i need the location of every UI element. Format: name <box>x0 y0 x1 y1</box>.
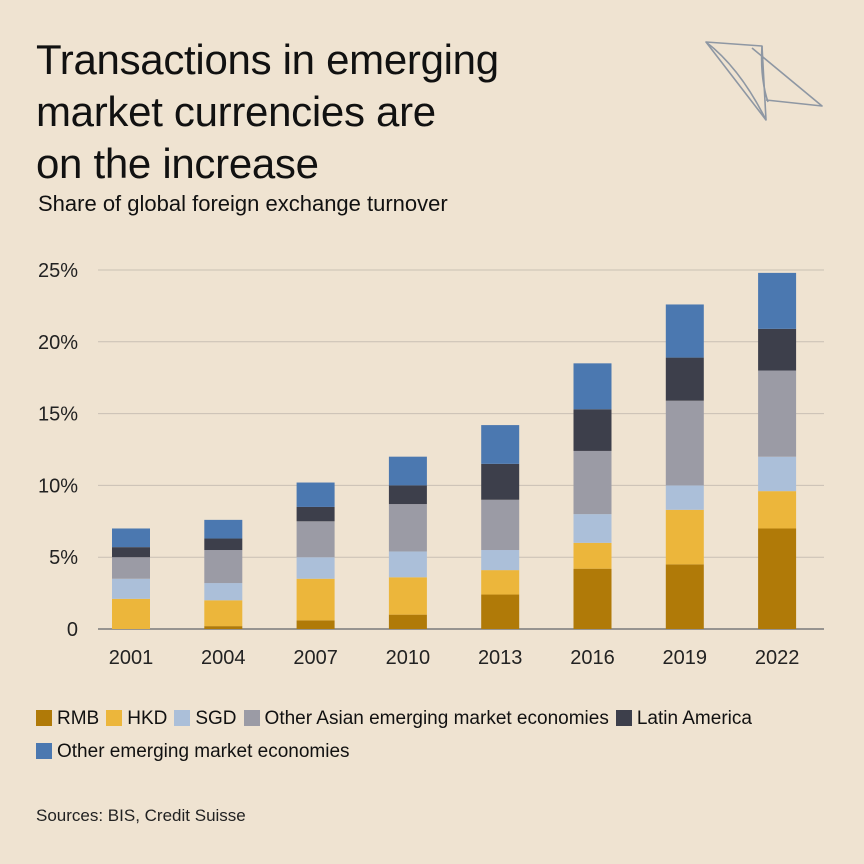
chart-title: Transactions in emerging market currenci… <box>36 34 636 190</box>
bar-segment-rmb <box>388 614 427 629</box>
bar-segment-other-emerging-market-economies <box>112 528 150 548</box>
bar-segment-latin-america <box>481 463 520 500</box>
bar-segment-other-emerging-market-economies <box>481 425 520 464</box>
bar-segment-latin-america <box>388 485 427 505</box>
bar-segment-hkd <box>573 542 612 569</box>
y-tick-label: 10% <box>38 475 78 497</box>
bar-segment-other-asian-emerging-market-economies <box>388 504 427 552</box>
bar-segment-other-asian-emerging-market-economies <box>665 400 704 486</box>
title-line-3: on the increase <box>36 140 319 187</box>
y-tick-label: 5% <box>49 547 78 569</box>
bar-segment-latin-america <box>204 538 243 551</box>
bar-segment-other-emerging-market-economies <box>665 304 704 358</box>
legend-label: Latin America <box>636 708 752 729</box>
x-tick-label: 2016 <box>570 647 615 669</box>
y-tick-label: 25% <box>38 260 78 282</box>
legend-item: Other Asian emerging market economies <box>243 702 609 735</box>
bar-segment-other-emerging-market-economies <box>758 272 797 329</box>
legend-swatch <box>615 710 632 726</box>
x-tick-label: 2022 <box>755 647 800 669</box>
bar-segment-sgd <box>665 485 704 510</box>
x-tick-label: 2004 <box>201 647 246 669</box>
legend: RMB HKD SGD Other Asian emerging market eco… <box>36 702 836 768</box>
x-tick-label: 2001 <box>109 647 154 669</box>
stacked-bar-chart: 0 5% 10% 15% 20% 25% 2001 2004 2007 2010 2013 2016 2… <box>38 260 824 669</box>
legend-label: RMB <box>57 708 100 729</box>
bar-segment-latin-america <box>296 506 335 522</box>
source-note: Sources: BIS, Credit Suisse <box>36 806 246 825</box>
bar-segment-sgd <box>112 578 150 599</box>
x-tick-label: 2019 <box>663 647 708 669</box>
legend-item: Other emerging market economies <box>36 735 350 768</box>
legend-swatch <box>36 743 52 759</box>
bar-segment-latin-america <box>665 357 704 401</box>
legend-item: SGD <box>174 702 237 735</box>
bar-segment-rmb <box>758 528 797 629</box>
title-line-1: Transactions in emerging <box>36 36 499 83</box>
bar-segment-other-asian-emerging-market-economies <box>204 550 243 584</box>
x-tick-label: 2007 <box>293 647 338 669</box>
y-tick-label: 15% <box>38 404 78 426</box>
bar-segment-hkd <box>112 598 150 629</box>
chart-subtitle: Share of global foreign exchange turnove… <box>38 191 448 216</box>
bar-segment-hkd <box>296 578 335 621</box>
x-tick-label: 2013 <box>478 647 523 669</box>
bar-segment-sgd <box>481 550 520 571</box>
bar-segment-rmb <box>481 594 520 629</box>
bar-segment-sgd <box>296 557 335 579</box>
legend-item: HKD <box>106 702 167 735</box>
bar-segment-other-emerging-market-economies <box>296 482 335 507</box>
bar-segment-latin-america <box>112 547 150 558</box>
legend-swatch <box>243 710 260 726</box>
bar-segment-latin-america <box>573 409 612 451</box>
bar-segment-hkd <box>204 600 243 627</box>
legend-label: SGD <box>195 708 237 729</box>
legend-item: Latin America <box>615 702 752 735</box>
bar-segment-sgd <box>388 551 427 578</box>
sails-logo-icon <box>705 41 823 121</box>
bar-segment-latin-america <box>758 328 797 371</box>
title-line-2: market currencies are <box>36 88 436 135</box>
bar-segment-hkd <box>388 577 427 615</box>
bar-segment-rmb <box>573 568 612 629</box>
legend-swatch <box>106 710 123 726</box>
y-tick-label: 0 <box>67 619 78 641</box>
bar-segment-hkd <box>758 491 797 529</box>
bar-segment-rmb <box>296 620 335 629</box>
bar-segment-sgd <box>204 583 243 601</box>
bar-segment-rmb <box>665 564 704 629</box>
bar-segment-other-asian-emerging-market-economies <box>758 370 797 457</box>
bar-segment-hkd <box>665 509 704 565</box>
bar-segment-other-asian-emerging-market-economies <box>481 499 520 551</box>
bar-segment-other-asian-emerging-market-economies <box>573 450 612 515</box>
bar-segment-other-asian-emerging-market-economies <box>112 557 150 579</box>
bar-segment-other-emerging-market-economies <box>204 519 243 539</box>
legend-swatch <box>174 710 191 726</box>
bar-segment-sgd <box>573 514 612 543</box>
bar-segment-sgd <box>758 456 797 492</box>
bar-segment-other-emerging-market-economies <box>388 456 427 486</box>
legend-label: Other emerging market economies <box>57 741 350 762</box>
legend-label: Other Asian emerging market economies <box>264 708 609 729</box>
x-tick-label: 2010 <box>386 647 431 669</box>
legend-label: HKD <box>127 708 168 729</box>
legend-swatch <box>36 710 52 726</box>
bar-segment-other-emerging-market-economies <box>573 363 612 410</box>
bar-segment-rmb <box>204 626 243 629</box>
legend-item: RMB <box>36 702 99 735</box>
bar-segment-other-asian-emerging-market-economies <box>296 521 335 558</box>
bar-segment-hkd <box>481 570 520 595</box>
y-tick-label: 20% <box>38 332 78 354</box>
